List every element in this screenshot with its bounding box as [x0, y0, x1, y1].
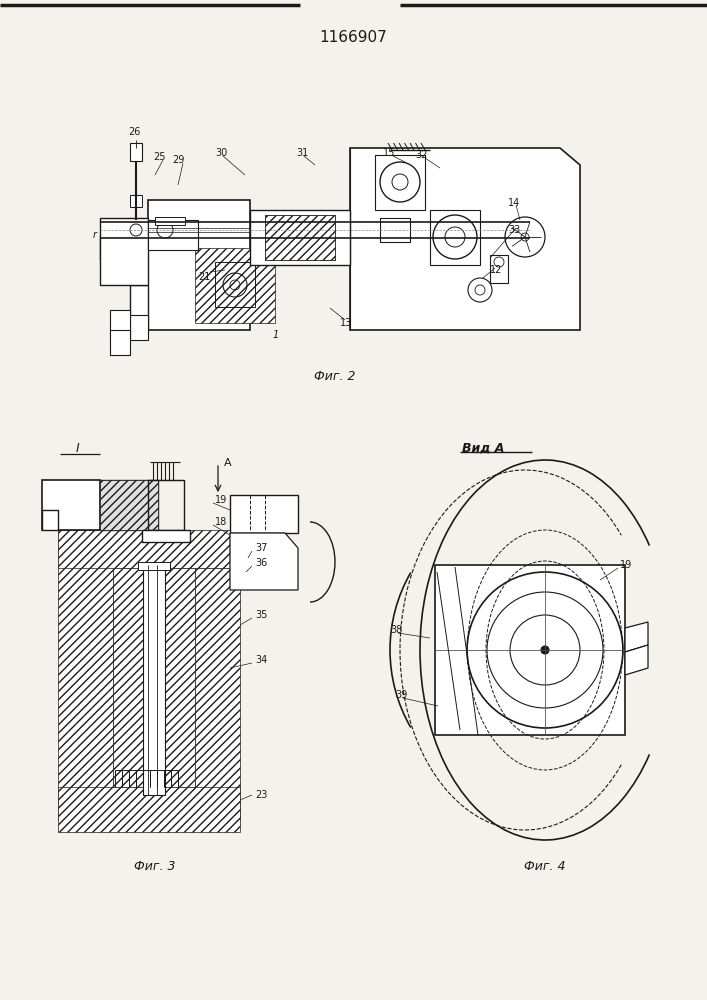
Bar: [113, 568, 195, 787]
Bar: [230, 533, 285, 563]
Text: r: r: [93, 230, 97, 240]
Text: 1: 1: [273, 330, 279, 340]
Text: 14: 14: [508, 198, 520, 208]
Bar: [380, 218, 410, 242]
Text: Фиг. 4: Фиг. 4: [525, 860, 566, 873]
Text: Фиг. 3: Фиг. 3: [134, 860, 176, 873]
Text: I: I: [76, 442, 80, 454]
Bar: [265, 215, 335, 260]
Text: 21: 21: [198, 272, 211, 282]
Polygon shape: [100, 480, 158, 530]
Text: 13: 13: [340, 318, 352, 328]
Polygon shape: [625, 622, 648, 652]
Text: Фиг. 2: Фиг. 2: [314, 370, 356, 383]
Polygon shape: [130, 285, 148, 330]
Text: 35: 35: [255, 610, 267, 620]
Text: 26: 26: [128, 127, 141, 137]
Bar: [148, 220, 198, 250]
Bar: [195, 248, 275, 323]
Bar: [58, 530, 233, 568]
Text: 23: 23: [255, 790, 267, 800]
Text: 39: 39: [395, 690, 407, 700]
Text: 18: 18: [215, 517, 227, 527]
Text: 38: 38: [390, 625, 402, 635]
Text: 30: 30: [215, 148, 227, 158]
Bar: [215, 262, 255, 307]
Polygon shape: [100, 218, 148, 285]
Text: 29: 29: [172, 155, 185, 165]
Text: 33: 33: [508, 225, 520, 235]
Polygon shape: [230, 533, 298, 590]
Bar: [58, 530, 113, 820]
Text: 15: 15: [383, 148, 395, 158]
Text: 19: 19: [215, 495, 227, 505]
Text: 12: 12: [490, 265, 503, 275]
Bar: [250, 210, 350, 265]
Bar: [430, 210, 480, 265]
Bar: [142, 530, 190, 542]
Bar: [375, 155, 425, 210]
Polygon shape: [110, 310, 130, 340]
Bar: [130, 195, 142, 207]
Bar: [148, 480, 184, 530]
Bar: [143, 565, 165, 795]
Bar: [230, 495, 298, 533]
Text: 36: 36: [255, 558, 267, 568]
Bar: [195, 568, 240, 820]
Polygon shape: [42, 510, 58, 530]
Bar: [155, 217, 185, 225]
Text: 32: 32: [415, 150, 427, 160]
Polygon shape: [42, 480, 100, 530]
Polygon shape: [100, 235, 130, 260]
Bar: [100, 480, 158, 530]
Text: Вид A: Вид A: [462, 442, 504, 454]
Polygon shape: [350, 148, 580, 330]
Bar: [58, 787, 240, 832]
Text: 19: 19: [620, 560, 632, 570]
Text: 31: 31: [296, 148, 308, 158]
Polygon shape: [625, 645, 648, 675]
Text: 1166907: 1166907: [319, 30, 387, 45]
Text: 34: 34: [255, 655, 267, 665]
Polygon shape: [148, 200, 250, 330]
Text: A: A: [224, 458, 232, 468]
Bar: [435, 565, 625, 735]
Text: 25: 25: [153, 152, 165, 162]
Bar: [130, 143, 142, 161]
Bar: [265, 215, 335, 260]
Circle shape: [541, 646, 549, 654]
Polygon shape: [110, 330, 130, 355]
Polygon shape: [130, 315, 148, 340]
Bar: [490, 255, 508, 283]
Bar: [138, 562, 170, 570]
Text: 37: 37: [255, 543, 267, 553]
